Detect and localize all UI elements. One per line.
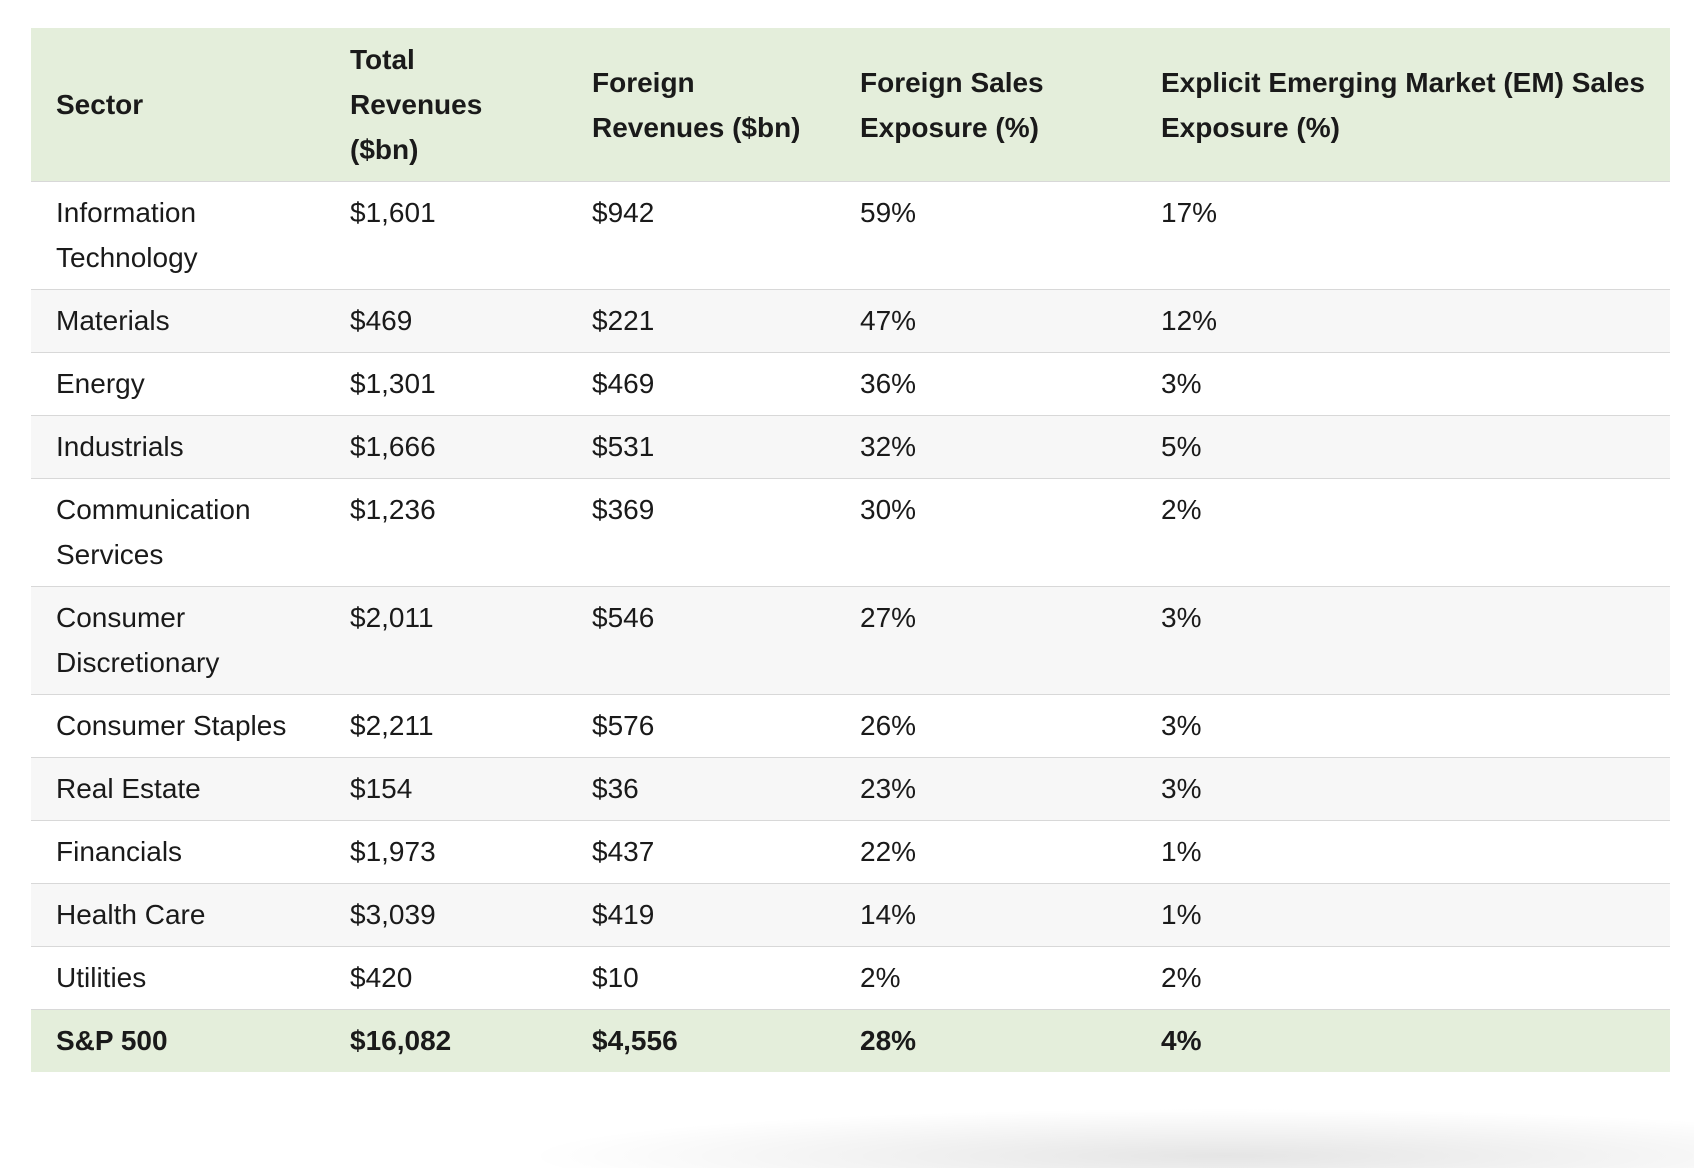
cell-total-revenues: $469 — [325, 289, 567, 353]
cell-foreign-revenues: $942 — [567, 181, 835, 290]
table-row: Consumer Staples $2,211 $576 26% 3% — [31, 694, 1670, 758]
cell-foreign-revenues: $369 — [567, 478, 835, 587]
table-row: Materials $469 $221 47% 12% — [31, 289, 1670, 353]
cell-sector: Real Estate — [31, 757, 325, 821]
total-foreign-sales-exposure: 28% — [835, 1009, 1136, 1072]
table-row: Real Estate $154 $36 23% 3% — [31, 757, 1670, 821]
sector-revenue-table: Sector Total Revenues ($bn) Foreign Reve… — [31, 28, 1670, 1072]
cell-em-sales-exposure: 3% — [1136, 757, 1670, 821]
cell-em-sales-exposure: 2% — [1136, 946, 1670, 1010]
cell-sector: Materials — [31, 289, 325, 353]
cell-sector: Health Care — [31, 883, 325, 947]
cell-foreign-revenues: $576 — [567, 694, 835, 758]
cell-em-sales-exposure: 1% — [1136, 883, 1670, 947]
cell-em-sales-exposure: 12% — [1136, 289, 1670, 353]
cell-sector: Industrials — [31, 415, 325, 479]
table-row: Consumer Discretionary $2,011 $546 27% 3… — [31, 586, 1670, 695]
cell-foreign-sales-exposure: 22% — [835, 820, 1136, 884]
cell-em-sales-exposure: 1% — [1136, 820, 1670, 884]
cell-total-revenues: $1,601 — [325, 181, 567, 290]
cell-em-sales-exposure: 2% — [1136, 478, 1670, 587]
total-total-revenues: $16,082 — [325, 1009, 567, 1072]
cell-total-revenues: $1,301 — [325, 352, 567, 416]
table-body: Information Technology $1,601 $942 59% 1… — [31, 181, 1670, 1072]
cell-foreign-sales-exposure: 59% — [835, 181, 1136, 290]
table-row: Energy $1,301 $469 36% 3% — [31, 352, 1670, 416]
cell-foreign-revenues: $419 — [567, 883, 835, 947]
cell-foreign-sales-exposure: 47% — [835, 289, 1136, 353]
cell-total-revenues: $154 — [325, 757, 567, 821]
cell-sector: Consumer Staples — [31, 694, 325, 758]
cell-total-revenues: $2,011 — [325, 586, 567, 695]
table-header: Sector Total Revenues ($bn) Foreign Reve… — [31, 28, 1670, 182]
header-foreign-sales-exposure: Foreign Sales Exposure (%) — [860, 66, 1044, 143]
cell-total-revenues: $420 — [325, 946, 567, 1010]
total-row: S&P 500 $16,082 $4,556 28% 4% — [31, 1009, 1670, 1072]
cell-em-sales-exposure: 5% — [1136, 415, 1670, 479]
cell-foreign-revenues: $437 — [567, 820, 835, 884]
cell-foreign-sales-exposure: 2% — [835, 946, 1136, 1010]
table-row: Communication Services $1,236 $369 30% 2… — [31, 478, 1670, 587]
header-foreign-revenues: Foreign Revenues ($bn) — [592, 66, 801, 143]
header-total-revenues: Total Revenues ($bn) — [350, 44, 483, 165]
cell-em-sales-exposure: 3% — [1136, 586, 1670, 695]
cell-foreign-revenues: $10 — [567, 946, 835, 1010]
cell-foreign-revenues: $531 — [567, 415, 835, 479]
cell-sector: Communication Services — [31, 478, 325, 587]
table-row: Financials $1,973 $437 22% 1% — [31, 820, 1670, 884]
header-em-sales-exposure: Explicit Emerging Market (EM) Sales Expo… — [1161, 66, 1645, 143]
cell-foreign-sales-exposure: 27% — [835, 586, 1136, 695]
table-row: Information Technology $1,601 $942 59% 1… — [31, 181, 1670, 290]
cell-em-sales-exposure: 17% — [1136, 181, 1670, 290]
cell-foreign-revenues: $469 — [567, 352, 835, 416]
cell-sector: Energy — [31, 352, 325, 416]
total-sector: S&P 500 — [31, 1009, 325, 1072]
cell-sector: Financials — [31, 820, 325, 884]
cell-foreign-sales-exposure: 32% — [835, 415, 1136, 479]
cell-foreign-sales-exposure: 26% — [835, 694, 1136, 758]
cell-foreign-sales-exposure: 36% — [835, 352, 1136, 416]
total-em-sales-exposure: 4% — [1136, 1009, 1670, 1072]
table-row: Industrials $1,666 $531 32% 5% — [31, 415, 1670, 479]
page-shadow — [520, 1108, 1694, 1168]
cell-total-revenues: $1,236 — [325, 478, 567, 587]
cell-foreign-revenues: $36 — [567, 757, 835, 821]
cell-sector: Consumer Discretionary — [31, 586, 325, 695]
cell-total-revenues: $3,039 — [325, 883, 567, 947]
cell-sector: Utilities — [31, 946, 325, 1010]
cell-em-sales-exposure: 3% — [1136, 352, 1670, 416]
table-row: Health Care $3,039 $419 14% 1% — [31, 883, 1670, 947]
sector-revenue-table-container: Sector Total Revenues ($bn) Foreign Reve… — [31, 28, 1670, 1072]
cell-foreign-sales-exposure: 14% — [835, 883, 1136, 947]
cell-total-revenues: $1,973 — [325, 820, 567, 884]
cell-total-revenues: $1,666 — [325, 415, 567, 479]
cell-foreign-revenues: $221 — [567, 289, 835, 353]
cell-total-revenues: $2,211 — [325, 694, 567, 758]
cell-foreign-sales-exposure: 30% — [835, 478, 1136, 587]
cell-foreign-sales-exposure: 23% — [835, 757, 1136, 821]
header-sector: Sector — [56, 89, 144, 120]
cell-em-sales-exposure: 3% — [1136, 694, 1670, 758]
table-row: Utilities $420 $10 2% 2% — [31, 946, 1670, 1010]
total-foreign-revenues: $4,556 — [567, 1009, 835, 1072]
cell-foreign-revenues: $546 — [567, 586, 835, 695]
cell-sector: Information Technology — [31, 181, 325, 290]
header-row: Sector Total Revenues ($bn) Foreign Reve… — [31, 28, 1670, 182]
